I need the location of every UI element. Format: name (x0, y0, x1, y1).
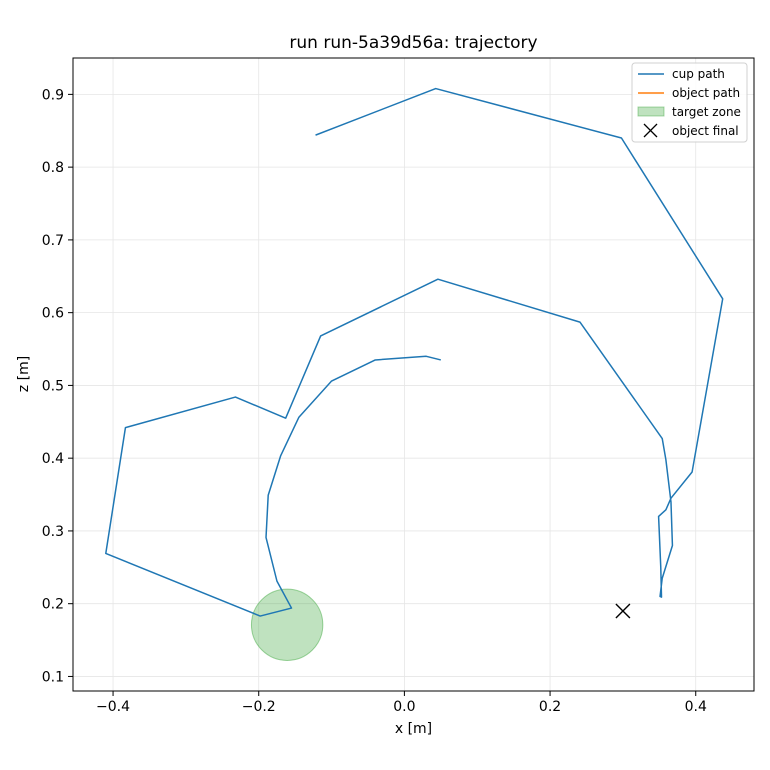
plot-background (73, 58, 754, 691)
y-tick-label: 0.9 (42, 87, 64, 103)
x-axis-label: x [m] (395, 721, 432, 737)
legend-box (631, 62, 748, 143)
target-zone-circle (250, 588, 324, 661)
x-tick-label: 0.0 (393, 699, 415, 715)
object-final-marker (615, 603, 631, 619)
legend-cup-path-label: cup path (672, 67, 725, 81)
legend-object-final-label: object final (672, 124, 739, 138)
legend-target-zone-swatch (637, 106, 665, 117)
plot-frame (72, 57, 755, 692)
target-zone-layer (250, 588, 324, 661)
y-tick-label: 0.7 (42, 233, 64, 249)
chart-title: run run-5a39d56a: trajectory (289, 33, 537, 53)
legend-object-final-swatch (643, 123, 658, 138)
legend-target-zone-label: target zone (672, 105, 741, 119)
y-tick-label: 0.6 (42, 306, 64, 322)
y-axis-label: z [m] (16, 356, 32, 392)
x-tick-label: −0.4 (96, 699, 130, 715)
y-tick-label: 0.3 (42, 524, 64, 540)
x-tick-label: 0.2 (539, 699, 561, 715)
object-final-layer (615, 603, 631, 619)
y-tick-label: 0.5 (42, 378, 64, 394)
y-axis-ticks: 0.1 0.2 0.3 0.4 0.5 0.6 0.7 0.8 0.9 (42, 87, 73, 685)
cup-path-line (105, 87, 724, 617)
x-tick-label: −0.2 (242, 699, 276, 715)
y-tick-label: 0.1 (42, 669, 64, 685)
x-tick-label: 0.4 (685, 699, 707, 715)
x-axis-ticks: −0.4 −0.2 0.0 0.2 0.4 (96, 691, 707, 715)
y-tick-label: 0.4 (42, 451, 64, 467)
y-tick-label: 0.8 (42, 160, 64, 176)
series-layer (105, 87, 724, 617)
grid (73, 58, 754, 691)
y-tick-label: 0.2 (42, 597, 64, 613)
legend: cup path object path target zone object … (631, 62, 748, 143)
legend-object-path-label: object path (672, 86, 740, 100)
